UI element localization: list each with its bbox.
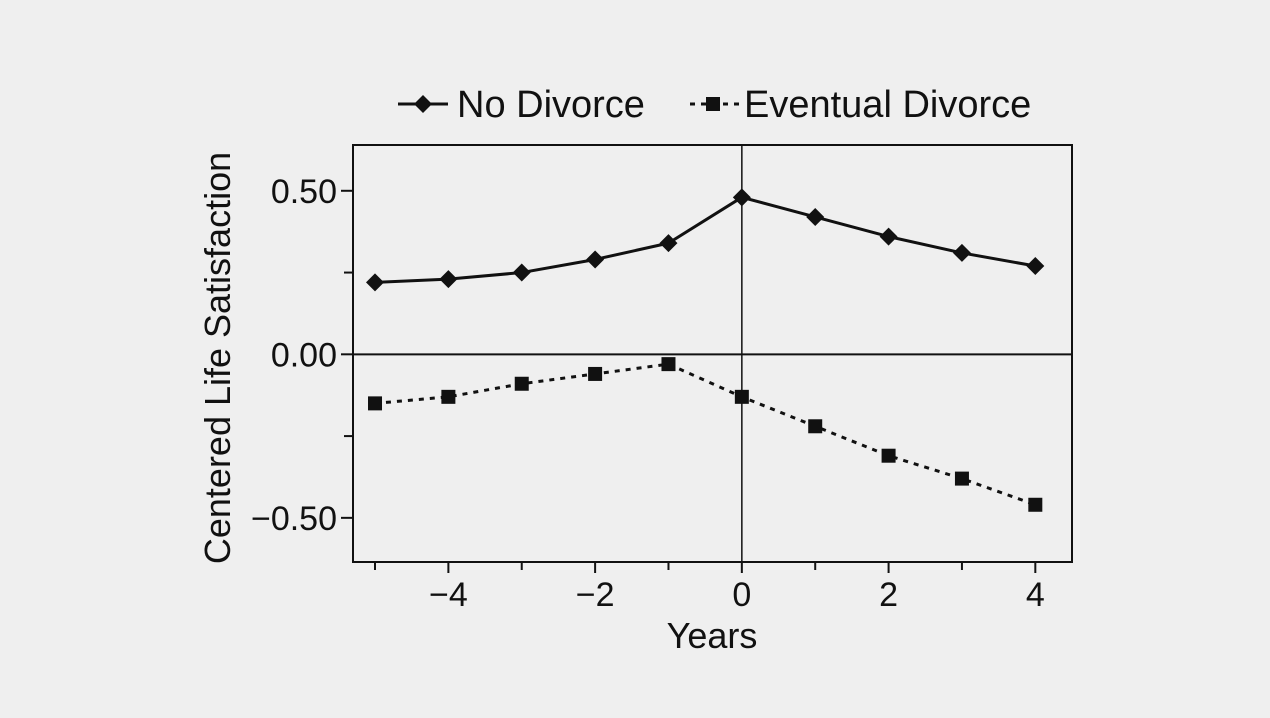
y-tick-label: −0.50 xyxy=(251,500,337,538)
data-point xyxy=(366,273,385,292)
data-point xyxy=(368,396,383,411)
data-point xyxy=(441,389,456,404)
y-axis-title: Centered Life Satisfaction xyxy=(197,152,238,564)
x-tick-label: 0 xyxy=(732,576,751,614)
legend: No Divorce Eventual Divorce xyxy=(398,84,1031,126)
data-point xyxy=(881,448,896,463)
data-point xyxy=(734,389,749,404)
data-point xyxy=(806,207,825,226)
y-axis: 0.50 0.00 −0.50 xyxy=(251,173,353,538)
data-point xyxy=(439,270,458,289)
series-line xyxy=(374,195,1036,284)
legend-marker-square xyxy=(706,97,720,111)
data-point xyxy=(659,234,678,253)
data-point xyxy=(952,243,971,262)
series-layer xyxy=(366,188,1045,512)
data-point xyxy=(588,366,603,381)
legend-item-eventual-divorce: Eventual Divorce xyxy=(690,84,1031,126)
data-point xyxy=(512,263,531,282)
x-axis: −4 −2 0 2 4 xyxy=(374,562,1045,614)
series-line xyxy=(374,362,1036,507)
x-tick-label: 2 xyxy=(879,576,898,614)
data-point xyxy=(1028,497,1043,512)
series-eventual-divorce xyxy=(368,357,1043,512)
x-tick-label: 4 xyxy=(1026,576,1045,614)
legend-label: Eventual Divorce xyxy=(744,84,1031,126)
data-point xyxy=(514,376,529,391)
plot-area xyxy=(352,144,1073,563)
data-point xyxy=(808,419,823,434)
legend-marker-diamond xyxy=(414,95,432,113)
data-point xyxy=(586,250,605,269)
data-point xyxy=(732,188,751,207)
x-axis-title: Years xyxy=(667,615,758,656)
series-no-divorce xyxy=(366,188,1045,292)
legend-label: No Divorce xyxy=(457,84,645,126)
data-point xyxy=(1026,257,1045,276)
y-tick-label: 0.00 xyxy=(271,336,337,374)
data-point xyxy=(954,471,969,486)
y-tick-label: 0.50 xyxy=(271,173,337,211)
x-tick-label: −2 xyxy=(576,576,615,614)
legend-item-no-divorce: No Divorce xyxy=(398,84,645,126)
x-tick-label: −4 xyxy=(429,576,468,614)
data-point xyxy=(879,227,898,246)
data-point xyxy=(661,357,676,372)
